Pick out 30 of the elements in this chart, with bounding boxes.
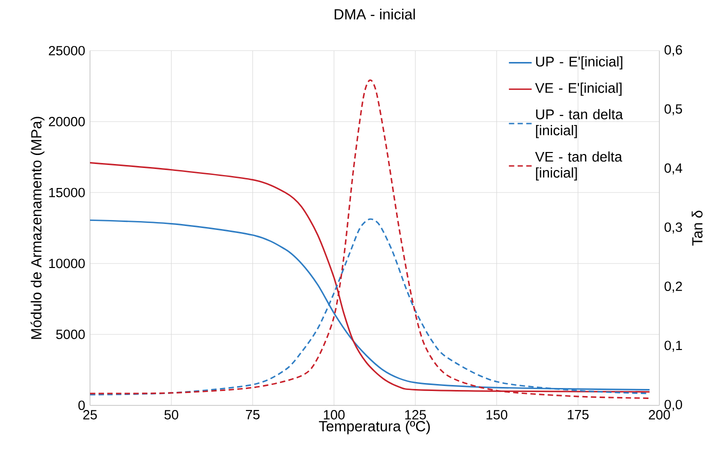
x-tick-label: 150 (486, 410, 508, 420)
y2-tick-label: 0,4 (664, 163, 682, 174)
legend-label: VE - tan delta [inicial] (535, 151, 622, 180)
y2-tick-label: 0,6 (664, 45, 682, 56)
y-axis-title: Módulo de Armazenamento (MPa) (30, 116, 44, 339)
y-tick-label: 25000 (48, 46, 85, 56)
y2-tick-label: 0,2 (664, 281, 682, 292)
x-tick-label: 125 (405, 410, 426, 420)
x-tick-label: 175 (568, 410, 589, 420)
y2-tick-label: 0,3 (664, 222, 682, 234)
y-tick-label: 10000 (49, 258, 85, 268)
x-tick-label: 100 (324, 410, 345, 420)
legend-label: UP - E'[inicial] (536, 56, 622, 70)
x-axis-title: Temperatura (ºC) (318, 420, 430, 434)
legend-label: UP - tan delta [inicial] (536, 108, 623, 138)
y-tick-label: 5000 (56, 330, 85, 339)
y-tick-label: 0 (78, 400, 85, 410)
y2-tick-label: 0,1 (664, 340, 682, 352)
x-tick-label: 50 (164, 410, 178, 420)
y-tick-label: 15000 (49, 188, 85, 198)
x-tick-label: 75 (246, 410, 260, 420)
y-tick-label: 20000 (48, 116, 85, 126)
legend-label: VE - E'[inicial] (535, 82, 622, 96)
y2-axis-title: Tan δ (692, 210, 703, 246)
y2-tick-label: 0,5 (664, 104, 682, 116)
line-series (90, 79, 650, 399)
chart-title: DMA - inicial (334, 8, 415, 20)
y2-tick-label: 0,0 (664, 400, 682, 411)
x-tick-label: 200 (648, 410, 670, 420)
x-tick-label: 25 (83, 410, 97, 420)
